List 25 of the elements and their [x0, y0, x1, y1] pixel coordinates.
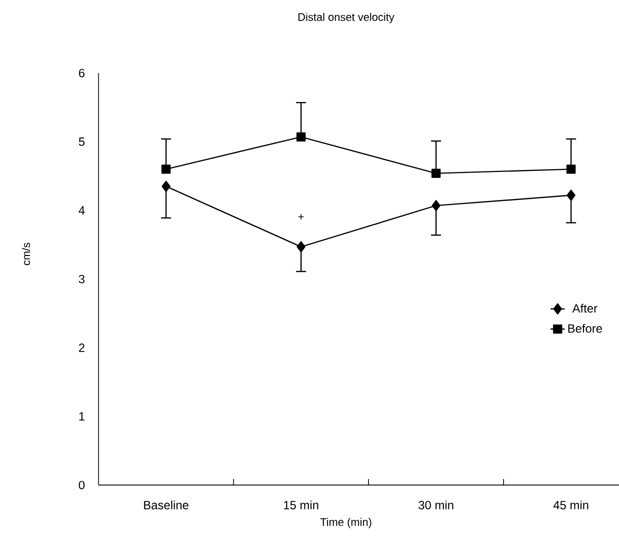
- y-tick-label: 4: [78, 206, 85, 214]
- y-tick-label: 0: [78, 480, 85, 490]
- x-tick-label: 30 min: [418, 500, 454, 510]
- y-tick-label: 5: [78, 138, 85, 146]
- legend-label: Before: [568, 324, 602, 333]
- y-tick-label: 6: [79, 68, 85, 78]
- y-axis-title: cm/s: [22, 242, 30, 266]
- point: [566, 164, 576, 174]
- point: [162, 180, 170, 192]
- point: [566, 190, 576, 201]
- y-tick-label: 1: [79, 412, 84, 420]
- point: [431, 168, 441, 178]
- x-axis-title: Time (min): [320, 518, 372, 528]
- y-tick-label: 3: [78, 274, 85, 284]
- x-tick-label: Baseline: [144, 500, 188, 510]
- point: [432, 200, 440, 212]
- point: [296, 132, 306, 142]
- point: [296, 241, 306, 252]
- y-tick-label: 2: [78, 344, 84, 352]
- point: [161, 164, 171, 174]
- x-tick-label: 15 min: [284, 500, 318, 510]
- x-tick-label: 45 min: [553, 500, 588, 510]
- annotation: +: [298, 214, 304, 220]
- legend-label: After: [572, 304, 598, 313]
- chart-title: Distal onset velocity: [298, 12, 394, 24]
